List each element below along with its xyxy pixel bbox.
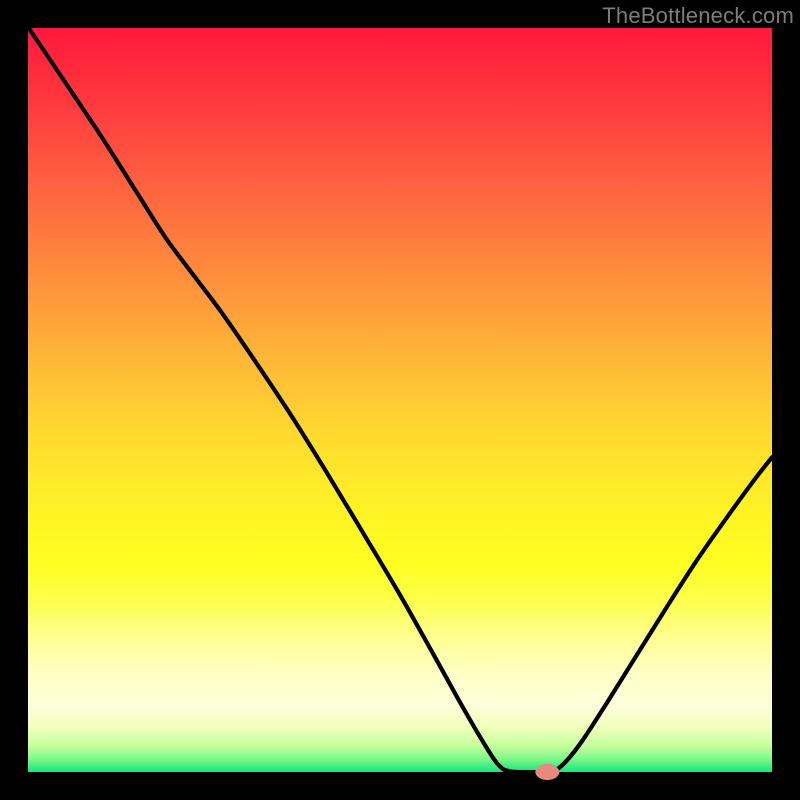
chart-container: TheBottleneck.com	[0, 0, 800, 800]
watermark-text: TheBottleneck.com	[602, 3, 794, 29]
chart-background	[28, 28, 772, 772]
optimal-point-marker	[535, 764, 559, 780]
bottleneck-chart	[0, 0, 800, 800]
